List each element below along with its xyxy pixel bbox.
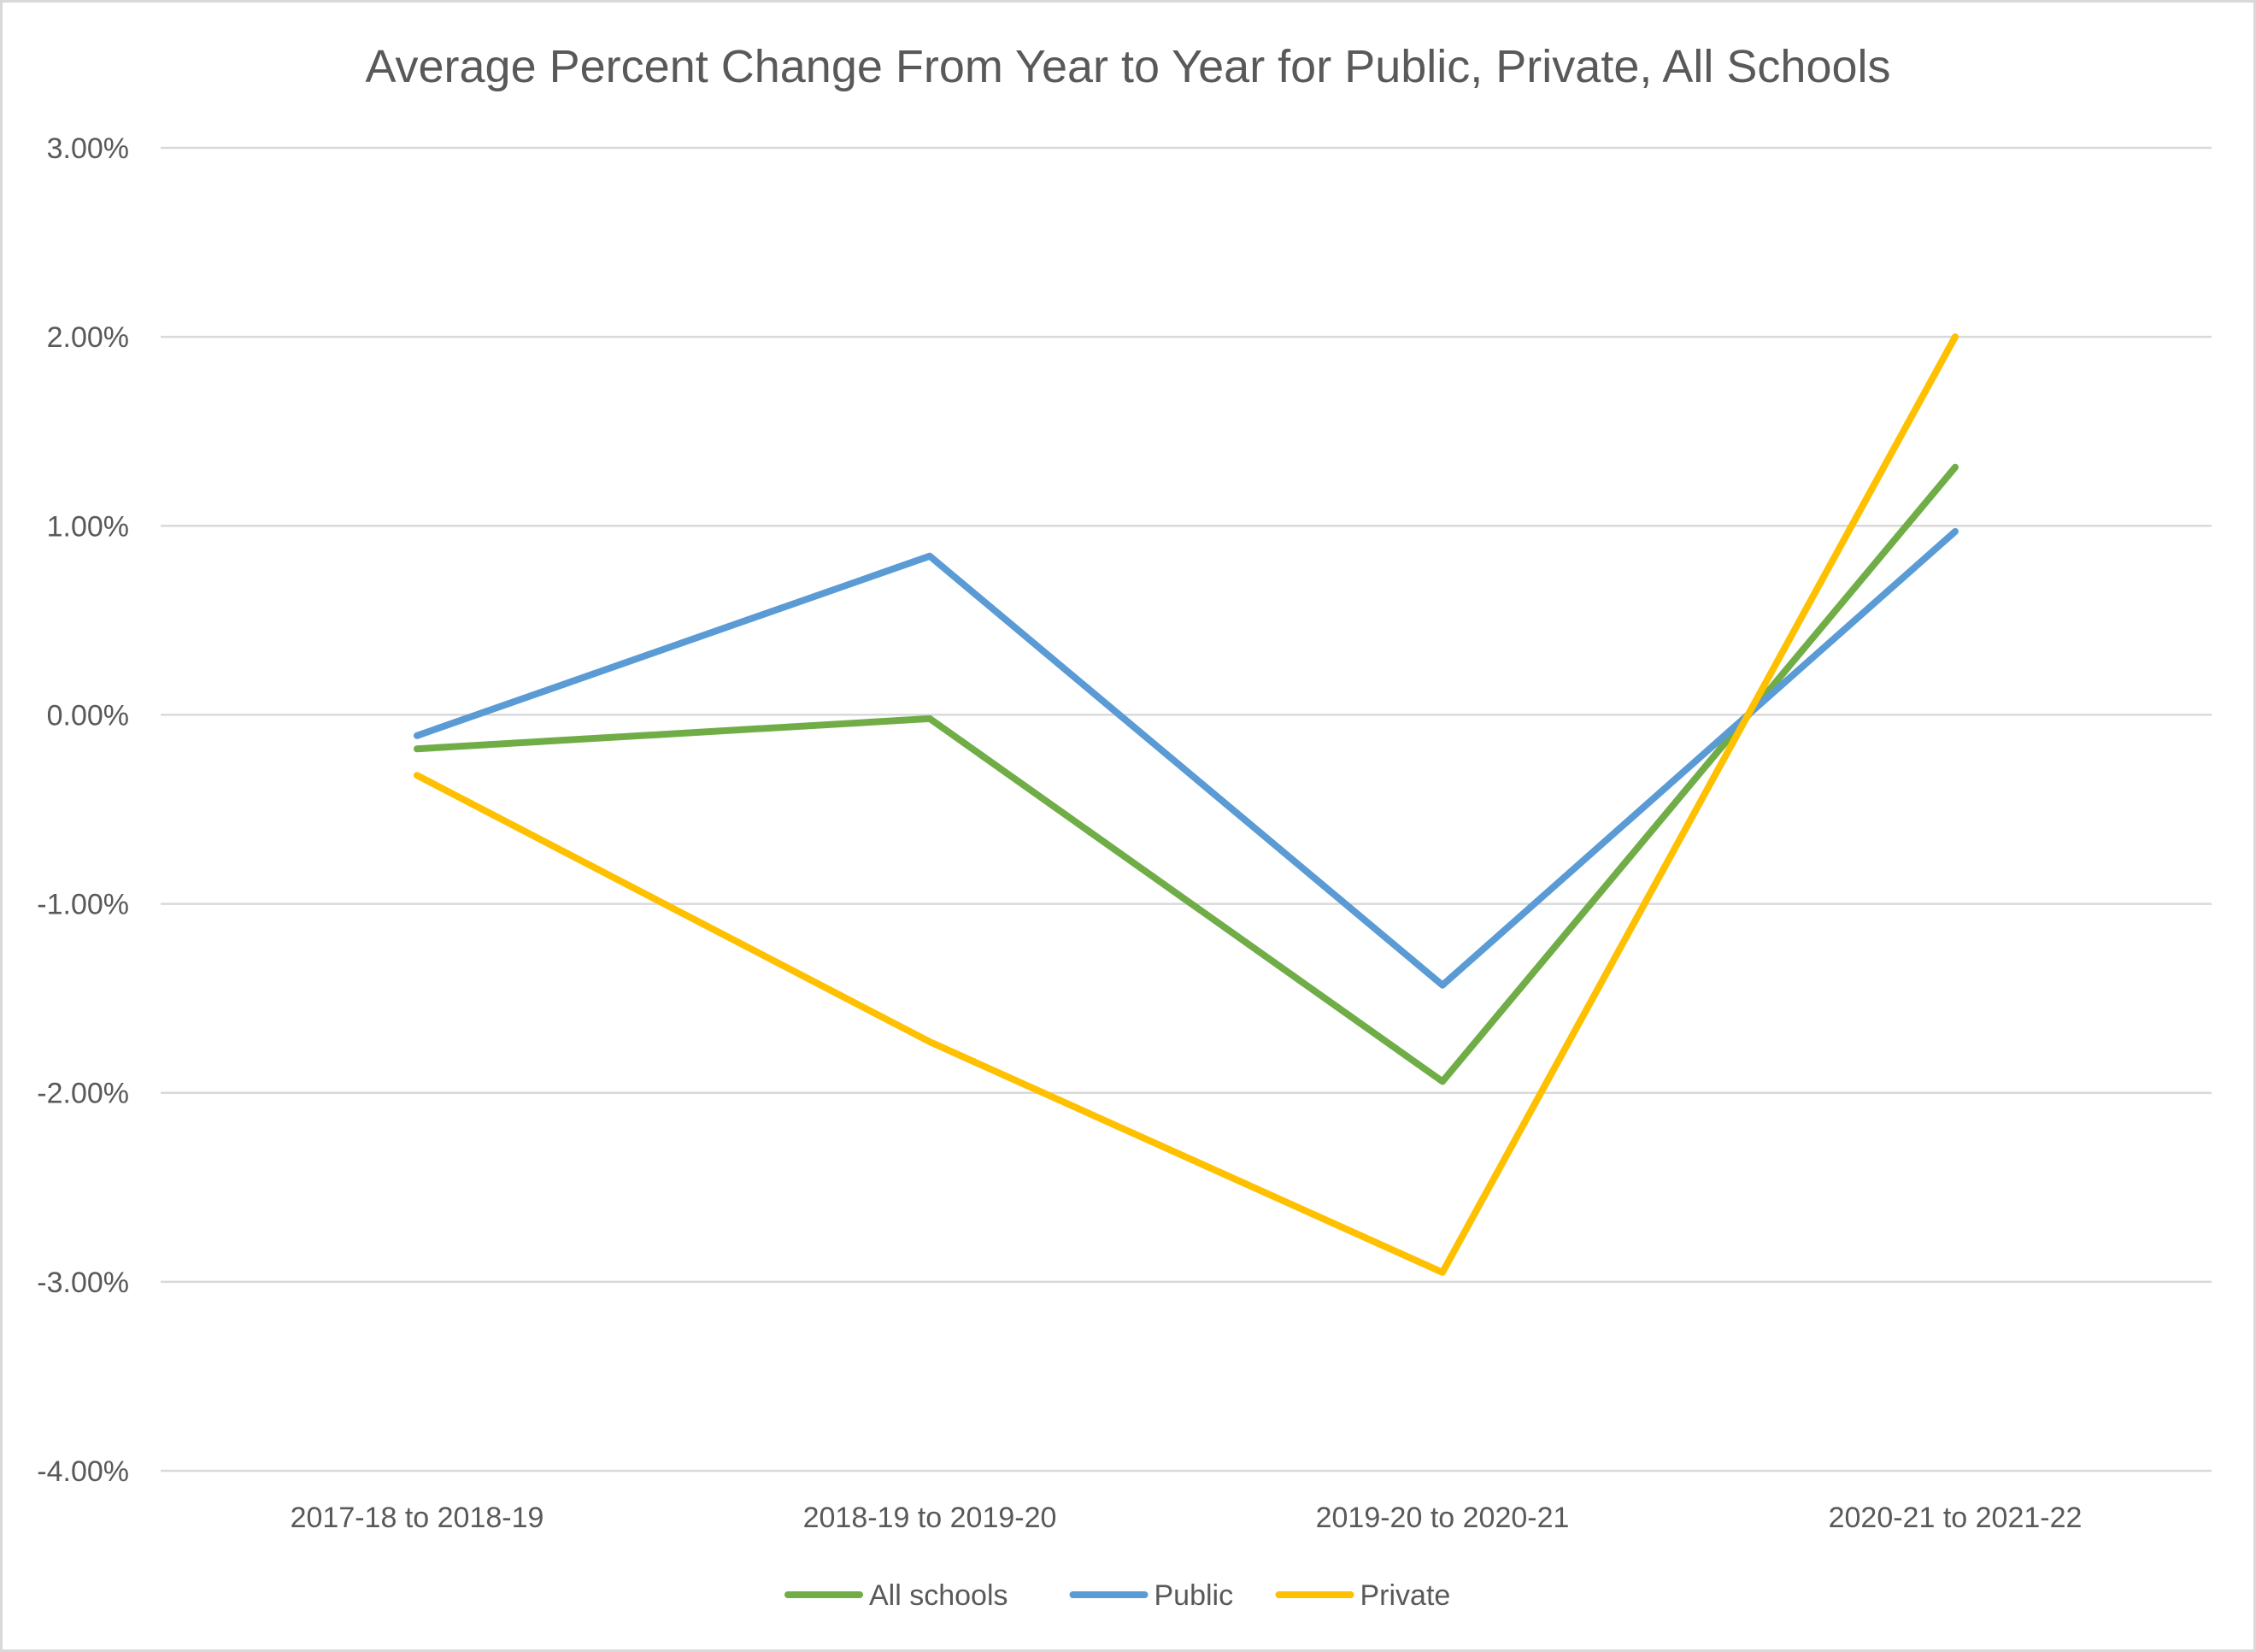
gridlines (161, 146, 2212, 1473)
series-line-private (414, 333, 1959, 1276)
series-line-all-schools (414, 463, 1959, 1085)
legend-label: Public (1154, 1579, 1234, 1612)
chart-title: Average Percent Change From Year to Year… (365, 41, 1890, 92)
y-tick-label: -1.00% (37, 889, 129, 921)
x-tick-label: 2020-21 to 2021-22 (1829, 1502, 2083, 1534)
series-lines (414, 333, 1959, 1276)
series-line-public (414, 527, 1959, 989)
y-axis-tick-labels: 3.00% 2.00% 1.00% 0.00% -1.00% -2.00% -3.00% -4… (37, 132, 129, 1488)
legend-label: All schools (869, 1579, 1008, 1612)
y-tick-label: 0.00% (47, 699, 129, 732)
x-tick-label: 2019-20 to 2020-21 (1316, 1502, 1570, 1534)
x-tick-label: 2017-18 to 2018-19 (291, 1502, 544, 1534)
x-axis-tick-labels: 2017-18 to 2018-19 2018-19 to 2019-20 2019… (291, 1502, 2083, 1534)
y-tick-label: 2.00% (47, 321, 129, 354)
y-tick-label: -2.00% (37, 1078, 129, 1110)
legend: All schools Public Private (784, 1579, 1451, 1612)
x-tick-label: 2018-19 to 2019-20 (803, 1502, 1057, 1534)
y-tick-label: -4.00% (37, 1455, 129, 1488)
y-tick-label: 1.00% (47, 510, 129, 543)
legend-label: Private (1360, 1579, 1451, 1612)
y-tick-label: 3.00% (47, 132, 129, 165)
y-tick-label: -3.00% (37, 1267, 129, 1299)
line-chart: Average Percent Change From Year to Year… (37, 41, 2212, 1612)
